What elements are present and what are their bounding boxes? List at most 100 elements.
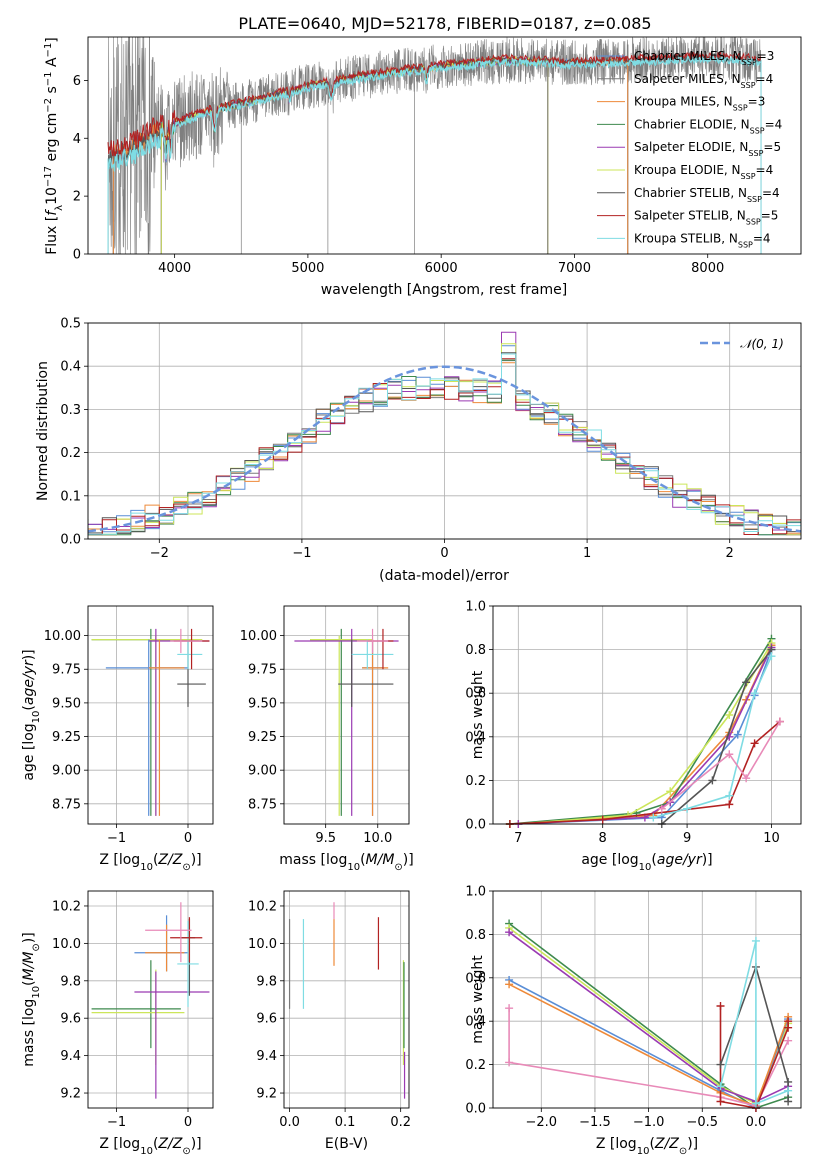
point-marker-salpeter-elodie — [505, 928, 514, 937]
point-marker-kroupa-stelib — [751, 936, 760, 945]
y-tick-label: 1.0 — [465, 885, 486, 900]
series-line-chabrier-stelib — [661, 649, 773, 825]
lines-area — [505, 919, 793, 1112]
point-marker-chabrier-stelib — [784, 1097, 793, 1106]
point-marker-kroupa-stelib — [784, 1086, 793, 1095]
point-marker-kroupa-stelib — [750, 689, 759, 698]
point-marker-pink — [505, 1004, 514, 1013]
axes-frame — [492, 890, 802, 1109]
lines-area — [505, 634, 784, 828]
y-tick-label: 9.6 — [256, 1012, 277, 1027]
legend-label: Chabrier MILES, NSSP=3 — [634, 49, 774, 67]
y-tick-label: 0.2 — [465, 774, 486, 789]
axes-frame — [87, 890, 214, 1109]
point-marker-kroupa-stelib — [751, 1099, 760, 1108]
y-axis-label: mass weight — [470, 670, 486, 759]
y-tick-label: 9.75 — [52, 663, 81, 678]
point-marker-kroupa-stelib — [683, 804, 692, 813]
x-tick-label: 0.0 — [279, 1115, 300, 1130]
y-tick-label: 10.2 — [248, 899, 277, 914]
series-line-chabrier-elodie — [508, 922, 789, 1109]
x-tick-label: 2 — [726, 546, 734, 561]
legend-label: Salpeter STELIB, NSSP=5 — [634, 209, 778, 227]
series-line-chabrier-stelib — [719, 964, 789, 1102]
y-tick-label: 10.00 — [44, 629, 81, 644]
histogram-kroupa-stelib — [88, 353, 801, 536]
legend-label: Kroupa STELIB, NSSP=4 — [634, 231, 771, 249]
point-marker-pink — [775, 717, 784, 726]
y-axis-label: Normed distribution — [35, 361, 51, 501]
legend-label: Chabrier STELIB, NSSP=4 — [634, 186, 780, 204]
panel-age-vs-mass: 9.5 10.0 8.75 9.00 9.25 9.50 9.75 10.00 mass [lo… — [240, 605, 414, 873]
panel-residuals: −2 −1 0 1 2 0.0 0.1 0.2 0.3 0.4 0.5 𝒩(0, 1) (data-mo… — [35, 317, 802, 584]
histogram-area — [88, 331, 801, 536]
series-line-kroupa-elodie — [518, 642, 773, 825]
x-tick-label: 0.1 — [335, 1115, 356, 1130]
point-marker-kroupa-stelib — [649, 813, 658, 822]
x-tick-label: −1 — [292, 546, 311, 561]
x-tick-label: 0 — [440, 546, 448, 561]
y-axis-label: mass [log10(M/M⊙)] — [21, 932, 42, 1066]
y-tick-label: 10.0 — [52, 937, 81, 952]
y-tick-label: 9.8 — [60, 974, 81, 989]
y-tick-label: 9.2 — [60, 1087, 81, 1102]
x-axis-label: (data-model)/error — [379, 568, 509, 584]
x-tick-label: −1.5 — [579, 1115, 611, 1130]
y-tick-label: 6 — [73, 74, 81, 89]
y-tick-label: 0.3 — [60, 403, 81, 418]
y-tick-label: 9.4 — [60, 1049, 81, 1064]
y-tick-label: 4 — [73, 132, 81, 147]
point-marker-kroupa-stelib — [716, 1082, 725, 1091]
y-tick-label: 9.2 — [256, 1087, 277, 1102]
y-tick-label: 10.00 — [240, 629, 277, 644]
x-tick-label: −2 — [150, 546, 169, 561]
point-marker-pink — [784, 1036, 793, 1045]
point-marker-salpeter-stelib — [784, 1017, 793, 1026]
point-marker-kroupa-elodie — [666, 787, 675, 796]
legend-label: Salpeter ELODIE, NSSP=5 — [634, 140, 781, 158]
legend-label-normal: 𝒩(0, 1) — [740, 337, 784, 351]
x-axis-label: wavelength [Angstrom, rest frame] — [321, 282, 567, 298]
point-marker-kroupa-elodie — [725, 711, 734, 719]
y-tick-label: 0.8 — [465, 643, 486, 658]
point-marker-chabrier-stelib — [708, 776, 717, 785]
x-axis-label: Z [log10(Z/Z⊙)] — [596, 1136, 698, 1157]
axes-frame — [492, 605, 802, 825]
x-tick-label: 0 — [184, 831, 192, 846]
legend-label: Salpeter MILES, NSSP=4 — [634, 72, 773, 90]
x-tick-label: 5000 — [291, 261, 324, 276]
point-marker-chabrier-stelib — [784, 1077, 793, 1086]
x-tick-label: −1.0 — [633, 1115, 665, 1130]
y-tick-label: 8.75 — [52, 797, 81, 812]
panel-spectrum: 4000 5000 6000 7000 8000 0 2 4 6 Chabrier MILES, … — [43, 36, 802, 298]
point-marker-salpeter-stelib — [750, 739, 759, 748]
point-marker-chabrier-stelib — [742, 678, 751, 687]
y-tick-label: 9.00 — [248, 764, 277, 779]
y-tick-label: 0.2 — [60, 446, 81, 461]
legend-label: Kroupa ELODIE, NSSP=4 — [634, 163, 773, 181]
x-tick-label: 10 — [763, 831, 780, 846]
x-tick-label: 0.0 — [746, 1115, 767, 1130]
x-tick-label: 0 — [184, 1115, 192, 1130]
panel-mass-vs-EBV: 0.0 0.1 0.2 9.2 9.4 9.6 9.8 10.0 10.2 E(B-V) — [248, 890, 411, 1152]
y-tick-label: 0.2 — [465, 1058, 486, 1073]
points-area — [91, 902, 210, 1099]
x-tick-label: 9.5 — [315, 831, 336, 846]
panel-mass-weight-vs-Z: −2.0 −1.5 −1.0 −0.5 0.0 0.0 0.2 0.4 0.6 0.8 1.0 Z [… — [465, 885, 802, 1157]
y-tick-label: 9.50 — [248, 696, 277, 711]
point-marker-pink — [742, 774, 751, 783]
series-line-salpeter-elodie — [518, 647, 773, 825]
y-tick-label: 9.25 — [52, 730, 81, 745]
point-marker-pink — [725, 750, 734, 759]
point-marker-salpeter-stelib — [716, 1097, 725, 1106]
x-tick-label: 8 — [599, 831, 607, 846]
y-tick-label: 0.6 — [465, 687, 486, 702]
y-tick-label: 0.0 — [465, 1102, 486, 1117]
points-area — [91, 628, 210, 816]
figure-title: PLATE=0640, MJD=52178, FIBERID=0187, z=0… — [238, 14, 651, 33]
series-line-kroupa-miles — [508, 983, 789, 1107]
point-marker-salpeter-stelib — [598, 815, 607, 824]
y-tick-label: 1.0 — [465, 600, 486, 615]
x-tick-label: 0.2 — [390, 1115, 411, 1130]
y-tick-label: 0.0 — [465, 818, 486, 833]
